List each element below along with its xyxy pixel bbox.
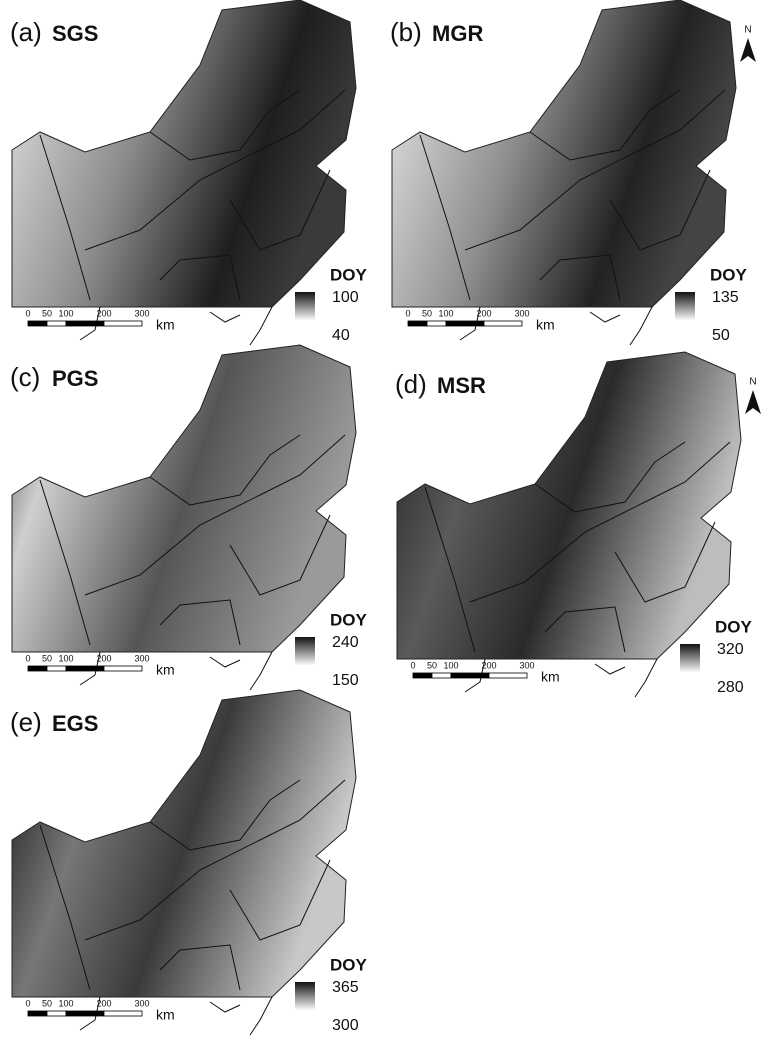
north-label: N — [749, 377, 756, 388]
scale-tick-label: 300 — [134, 308, 149, 318]
scale-tick-label: 50 — [42, 653, 52, 663]
scale-bar-segment — [66, 666, 104, 671]
panel-name: MGR — [432, 21, 483, 46]
legend-gradient — [295, 292, 315, 320]
scale-tick-label: 300 — [134, 653, 149, 663]
map-panel: (b) MGR DOY 135 50 0 50 100 200 300 km N — [390, 0, 756, 345]
scale-tick-label: 100 — [443, 660, 458, 670]
scale-tick-label: 50 — [42, 308, 52, 318]
scale-tick-label: 50 — [422, 308, 432, 318]
legend-max: 365 — [332, 979, 359, 996]
map-area — [12, 345, 356, 652]
scale-tick-label: 0 — [410, 660, 415, 670]
scale-unit: km — [156, 317, 175, 333]
map-panel: (c) PGS DOY 240 150 0 50 100 200 300 km — [10, 345, 368, 690]
scale-bar-segment — [427, 321, 446, 326]
legend-min: 280 — [717, 679, 744, 696]
scale-bar-segment — [104, 1011, 142, 1016]
scale-bar-segment — [47, 1011, 66, 1016]
scale-unit: km — [536, 317, 555, 333]
legend-title: DOY — [710, 265, 748, 284]
scale-bar-segment — [28, 1011, 47, 1016]
legend-max: 320 — [717, 641, 744, 658]
legend-min: 40 — [332, 327, 350, 344]
panel-label: (d) — [395, 369, 427, 399]
map-area — [392, 0, 736, 307]
scale-bar-segment — [66, 321, 104, 326]
legend-min: 50 — [712, 327, 730, 344]
scale-tick-label: 200 — [96, 308, 111, 318]
north-arrow — [740, 38, 756, 62]
panel-label: (c) — [10, 362, 40, 392]
scale-bar-segment — [66, 1011, 104, 1016]
scale-unit: km — [156, 1007, 175, 1023]
scale-tick-label: 200 — [96, 998, 111, 1008]
panel-label: (e) — [10, 707, 42, 737]
scale-bar-segment — [47, 321, 66, 326]
legend-max: 240 — [332, 634, 359, 651]
scale-bar-segment — [28, 321, 47, 326]
legend-max: 100 — [332, 289, 359, 306]
panel-name: SGS — [52, 21, 98, 46]
scale-tick-label: 50 — [427, 660, 437, 670]
scale-tick-label: 0 — [25, 653, 30, 663]
legend-gradient — [675, 292, 695, 320]
scale-unit: km — [156, 662, 175, 678]
map-panel: (a) SGS DOY 100 40 0 50 100 200 300 km — [10, 0, 368, 345]
scale-bar-segment — [489, 673, 527, 678]
north-label: N — [744, 25, 751, 36]
map-panel: (e) EGS DOY 365 300 0 50 100 200 300 km — [10, 690, 368, 1035]
panel-name: PGS — [52, 366, 98, 391]
scale-bar-segment — [432, 673, 451, 678]
legend-title: DOY — [330, 265, 368, 284]
scale-unit: km — [541, 669, 560, 685]
scale-tick-label: 200 — [481, 660, 496, 670]
figure: (a) SGS DOY 100 40 0 50 100 200 300 km (b) MGR DOY 135… — [0, 0, 762, 1037]
scale-bar-segment — [28, 666, 47, 671]
scale-tick-label: 0 — [25, 308, 30, 318]
scale-bar-segment — [484, 321, 522, 326]
map-area — [12, 0, 356, 307]
legend-max: 135 — [712, 289, 739, 306]
scale-bar-segment — [413, 673, 432, 678]
legend-title: DOY — [330, 955, 368, 974]
scale-bar-segment — [446, 321, 484, 326]
legend-title: DOY — [715, 617, 753, 636]
scale-bar-segment — [104, 666, 142, 671]
map-area — [12, 690, 356, 997]
scale-bar-segment — [47, 666, 66, 671]
legend-gradient — [680, 644, 700, 672]
scale-tick-label: 200 — [476, 308, 491, 318]
scale-tick-label: 100 — [58, 308, 73, 318]
map-area — [397, 352, 741, 659]
scale-tick-label: 300 — [134, 998, 149, 1008]
legend-min: 150 — [332, 672, 359, 689]
scale-tick-label: 300 — [514, 308, 529, 318]
scale-tick-label: 100 — [58, 653, 73, 663]
scale-bar-segment — [104, 321, 142, 326]
panel-name: MSR — [437, 373, 486, 398]
scale-bar-segment — [451, 673, 489, 678]
legend-gradient — [295, 982, 315, 1010]
scale-tick-label: 200 — [96, 653, 111, 663]
scale-tick-label: 300 — [519, 660, 534, 670]
legend-gradient — [295, 637, 315, 665]
legend-min: 300 — [332, 1017, 359, 1034]
map-panel: (d) MSR DOY 320 280 0 50 100 200 300 km N — [395, 352, 761, 697]
scale-tick-label: 100 — [58, 998, 73, 1008]
scale-bar-segment — [408, 321, 427, 326]
scale-tick-label: 50 — [42, 998, 52, 1008]
legend-title: DOY — [330, 610, 368, 629]
panel-name: EGS — [52, 711, 98, 736]
scale-tick-label: 100 — [438, 308, 453, 318]
scale-tick-label: 0 — [25, 998, 30, 1008]
north-arrow — [745, 390, 761, 414]
scale-tick-label: 0 — [405, 308, 410, 318]
panel-label: (b) — [390, 17, 422, 47]
panel-label: (a) — [10, 17, 42, 47]
